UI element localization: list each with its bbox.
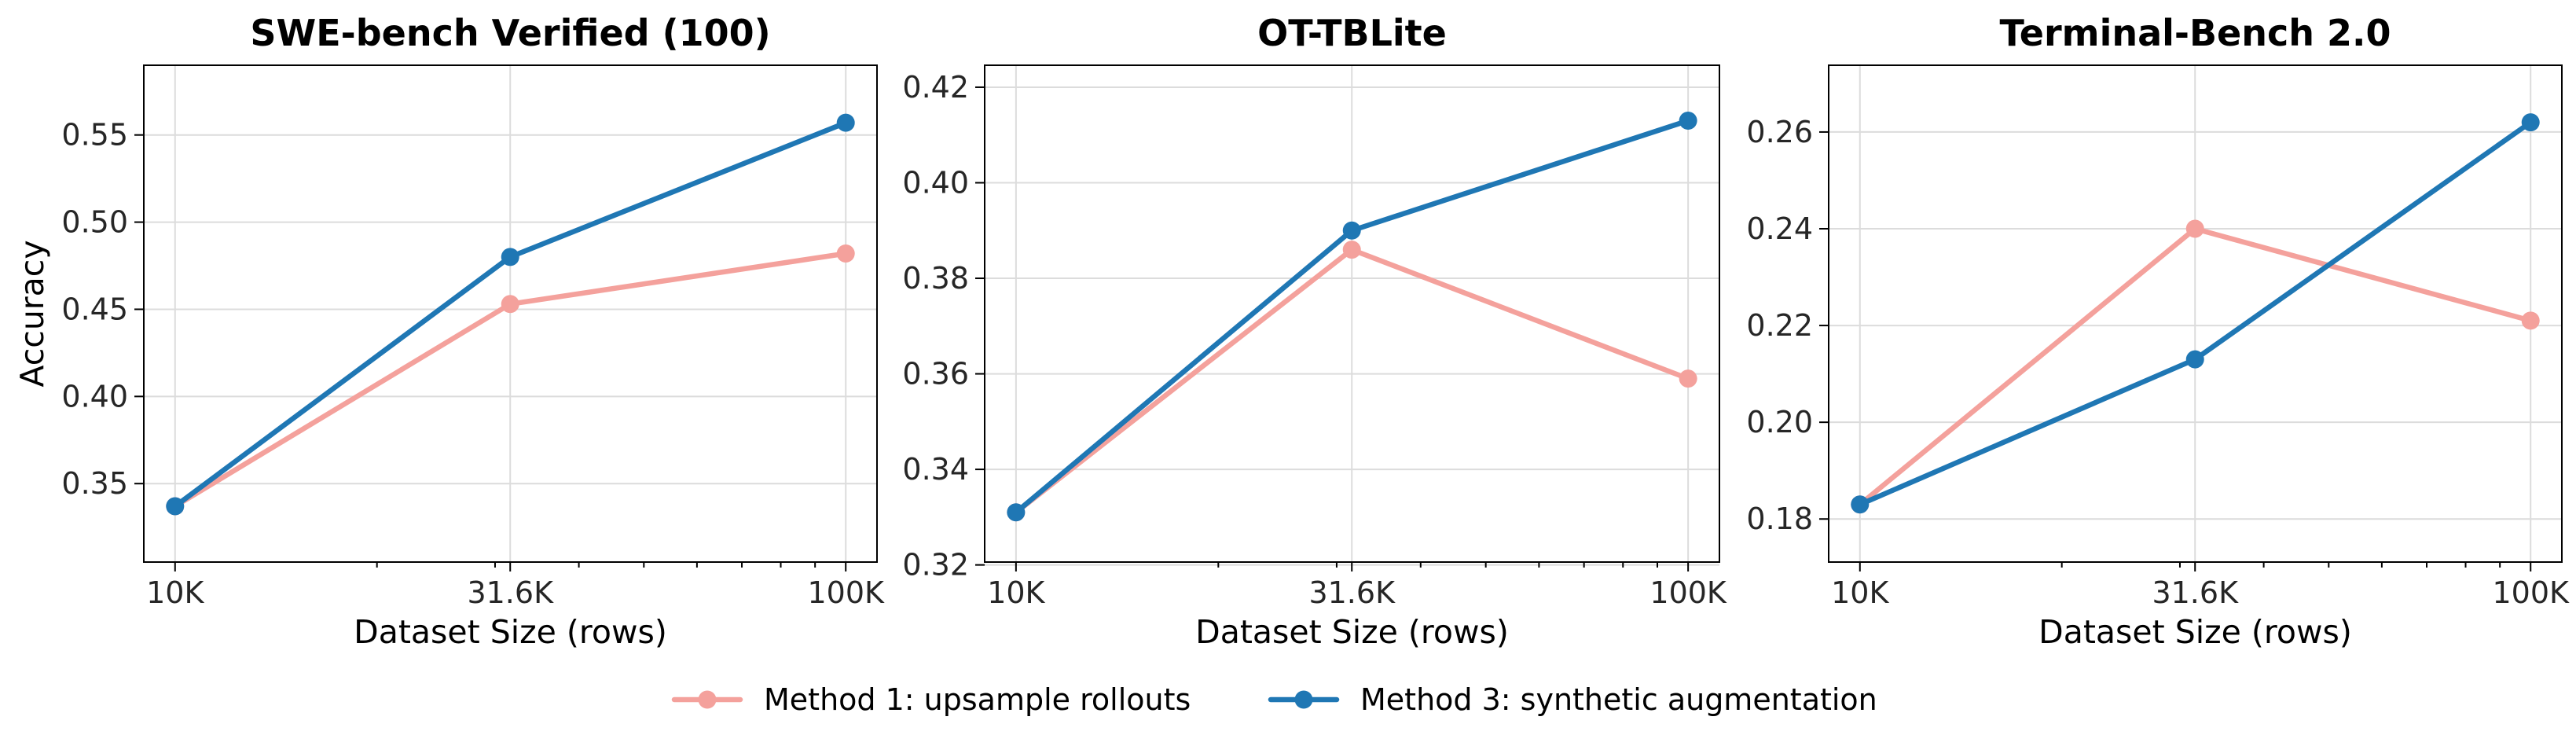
data-point (1679, 369, 1697, 388)
data-point (2185, 219, 2204, 238)
series-method-3 (1851, 113, 2540, 514)
chart-title: Terminal-Bench 2.0 (1999, 12, 2391, 54)
y-tick-label: 0.22 (1746, 308, 1813, 343)
y-tick-label: 0.40 (61, 379, 128, 413)
series-method-3 (1007, 111, 1697, 522)
x-tick-label: 10K (987, 575, 1045, 610)
chart-title: OT-TBLite (1257, 12, 1447, 54)
y-tick-label: 0.24 (1746, 211, 1813, 246)
chart-panel-ot-tblite: 0.32 0.34 0.36 0.38 0.40 0.42 10K 31.6K 100K OT-T… (902, 12, 1727, 651)
chart-title: SWE-bench Verified (100) (250, 12, 770, 54)
x-tick-label: 10K (146, 575, 204, 610)
x-tick-label: 100K (808, 575, 886, 610)
data-point (166, 497, 185, 516)
x-tick-label: 100K (1649, 575, 1727, 610)
x-tick-label: 10K (1831, 575, 1889, 610)
y-tick-label: 0.32 (902, 548, 969, 582)
legend: Method 1: upsample rollouts Method 3: syn… (671, 682, 1877, 717)
y-axis-label: Accuracy (13, 240, 51, 387)
chart-panel-swe-bench-verified: 0.35 0.40 0.45 0.50 0.55 10K 31.6K 100K SWE-benc… (13, 12, 885, 651)
data-point (1342, 241, 1361, 259)
data-point (836, 244, 855, 263)
legend-label: Method 1: upsample rollouts (764, 682, 1191, 717)
y-tick-label: 0.18 (1746, 502, 1813, 536)
y-tick-label: 0.40 (902, 165, 969, 200)
data-point (2521, 311, 2540, 330)
legend-marker (698, 690, 717, 709)
x-tick-label: 100K (2493, 575, 2570, 610)
data-point (2521, 113, 2540, 132)
x-axis-label: Dataset Size (rows) (2038, 613, 2352, 651)
y-tick-label: 0.38 (902, 261, 969, 296)
legend-item-method-3: Method 3: synthetic augmentation (1268, 682, 1877, 717)
data-point (2185, 350, 2204, 369)
data-point (1851, 495, 1870, 514)
x-tick-label: 31.6K (1308, 575, 1396, 610)
y-tick-label: 0.26 (1746, 115, 1813, 149)
legend-item-method-1: Method 1: upsample rollouts (671, 682, 1191, 717)
x-axis-label: Dataset Size (rows) (1195, 613, 1509, 651)
chart-panels: 0.35 0.40 0.45 0.50 0.55 10K 31.6K 100K SWE-benc… (13, 12, 2570, 651)
y-tick-label: 0.42 (902, 70, 969, 105)
y-tick-label: 0.55 (61, 118, 128, 153)
data-point (1342, 221, 1361, 240)
data-point (501, 248, 519, 266)
y-tick-label: 0.20 (1746, 405, 1813, 439)
legend-marker (1294, 690, 1313, 709)
y-tick-label: 0.36 (902, 357, 969, 391)
legend-label: Method 3: synthetic augmentation (1360, 682, 1877, 717)
x-tick-label: 31.6K (467, 575, 554, 610)
chart-panel-terminal-bench: 0.18 0.20 0.22 0.24 0.26 10K 31.6K 100K Terminal… (1746, 12, 2570, 651)
x-axis-label: Dataset Size (rows) (354, 613, 667, 651)
y-tick-label: 0.45 (61, 292, 128, 326)
x-tick-label: 31.6K (2152, 575, 2239, 610)
y-tick-label: 0.50 (61, 205, 128, 240)
data-point (1007, 503, 1026, 522)
y-tick-label: 0.34 (902, 452, 969, 487)
series-method-3 (166, 113, 855, 516)
data-point (836, 113, 855, 132)
y-tick-label: 0.35 (61, 466, 128, 501)
data-point (501, 295, 519, 314)
data-point (1679, 111, 1697, 130)
